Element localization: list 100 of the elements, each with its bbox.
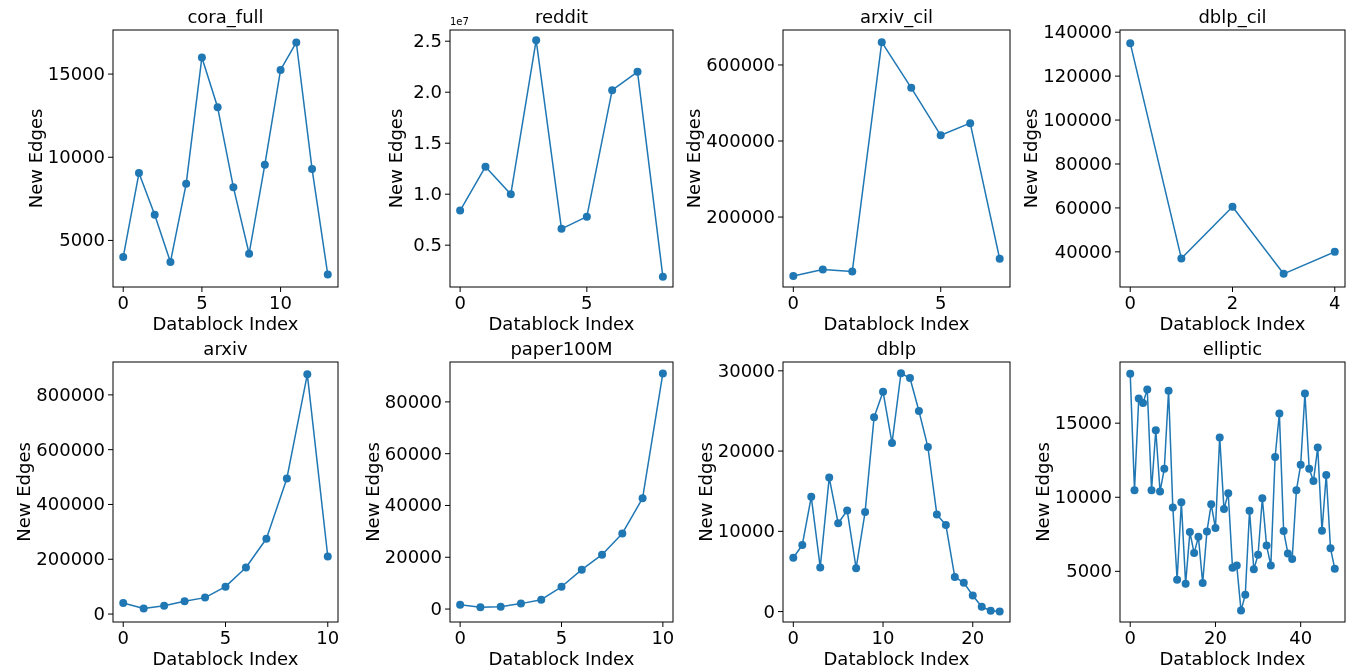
point xyxy=(879,387,888,396)
chart-title: reddit xyxy=(535,6,588,27)
point xyxy=(1254,550,1263,559)
y-tick-label: 400000 xyxy=(706,130,775,152)
x-tick-label: 0 xyxy=(117,292,129,313)
point xyxy=(303,370,312,379)
point xyxy=(1271,452,1280,461)
point xyxy=(1279,527,1288,536)
point xyxy=(119,599,128,608)
y-tick-label: 30000 xyxy=(717,359,775,381)
point xyxy=(608,86,617,95)
point xyxy=(1211,524,1220,533)
y-tick-label: 60000 xyxy=(1054,196,1112,218)
point xyxy=(119,253,128,262)
point xyxy=(818,265,827,274)
y-tick-label: 5000 xyxy=(59,229,105,251)
point xyxy=(1139,398,1148,407)
chart-title: cora_full xyxy=(187,6,264,28)
point xyxy=(1173,575,1182,584)
y-tick-label: 5000 xyxy=(1066,560,1112,582)
x-tick-label: 0 xyxy=(1124,627,1136,648)
point xyxy=(276,65,285,74)
x-axis-title: Datablock Index xyxy=(152,313,299,334)
point xyxy=(456,206,465,215)
point xyxy=(1177,254,1186,263)
x-tick-label: 5 xyxy=(581,292,593,313)
x-axis-title: Datablock Index xyxy=(823,313,970,334)
point xyxy=(658,272,667,281)
point xyxy=(1249,565,1258,574)
point xyxy=(932,510,941,519)
point xyxy=(282,474,291,483)
point xyxy=(1143,385,1152,394)
y-axis-title: New Edges xyxy=(13,442,34,542)
x-tick-label: 10 xyxy=(871,627,895,648)
chart-title: dblp xyxy=(876,338,917,359)
chart-title: elliptic xyxy=(1202,338,1263,359)
point xyxy=(323,552,332,561)
point xyxy=(150,210,159,219)
point xyxy=(213,103,222,112)
point xyxy=(1237,606,1246,615)
point xyxy=(950,573,959,582)
y-tick-label: 0 xyxy=(763,600,775,622)
x-axis-title: Datablock Index xyxy=(152,648,299,666)
y-tick-label: 0 xyxy=(430,598,442,620)
point xyxy=(1313,443,1322,452)
point xyxy=(807,492,816,501)
x-tick-label: 0 xyxy=(454,627,466,648)
point xyxy=(877,38,886,47)
point xyxy=(1300,389,1309,398)
y-tick-label: 2.0 xyxy=(413,81,442,103)
point xyxy=(986,606,995,615)
point xyxy=(1292,486,1301,495)
point xyxy=(1245,506,1254,515)
y-axis-title: New Edges xyxy=(683,108,704,209)
point xyxy=(557,224,566,233)
x-tick-label: 40 xyxy=(1289,627,1313,648)
point xyxy=(1283,549,1292,558)
point xyxy=(905,374,914,383)
y-tick-label: 600000 xyxy=(706,53,775,75)
y-axis-title: New Edges xyxy=(384,108,406,209)
point xyxy=(1296,460,1305,469)
y-tick-label: 15000 xyxy=(47,63,105,85)
text: 1e7 xyxy=(450,16,469,27)
point xyxy=(241,563,250,572)
point xyxy=(852,564,861,573)
point xyxy=(888,439,897,448)
x-tick-label: 0 xyxy=(787,292,800,313)
point xyxy=(798,540,807,549)
x-tick-label: 10 xyxy=(269,292,293,313)
point xyxy=(1279,269,1288,278)
point xyxy=(658,369,667,378)
point xyxy=(260,160,269,169)
point xyxy=(923,443,932,452)
point xyxy=(1330,247,1339,256)
point xyxy=(977,602,986,611)
point xyxy=(907,83,916,92)
point xyxy=(180,597,189,606)
y-tick-label: 40000 xyxy=(384,494,442,516)
point xyxy=(1160,464,1169,473)
point xyxy=(995,607,1004,616)
y-tick-label: 2.5 xyxy=(413,30,442,52)
point xyxy=(496,602,505,611)
point xyxy=(537,595,546,604)
y-tick-label: 0 xyxy=(93,603,105,625)
y-tick-label: 80000 xyxy=(384,390,442,412)
y-tick-label: 40000 xyxy=(1054,240,1112,262)
point xyxy=(476,603,485,612)
point xyxy=(598,550,607,559)
point xyxy=(1181,579,1190,588)
y-tick-label: 1.0 xyxy=(413,183,442,205)
x-tick-label: 20 xyxy=(1204,627,1227,648)
y-tick-label: 200000 xyxy=(36,548,105,570)
point xyxy=(1228,202,1237,211)
point xyxy=(134,169,143,178)
point xyxy=(201,593,210,602)
point xyxy=(182,179,191,188)
point xyxy=(1164,386,1173,395)
point xyxy=(1207,500,1216,509)
point xyxy=(1177,498,1186,507)
x-tick-label: 5 xyxy=(196,292,208,313)
